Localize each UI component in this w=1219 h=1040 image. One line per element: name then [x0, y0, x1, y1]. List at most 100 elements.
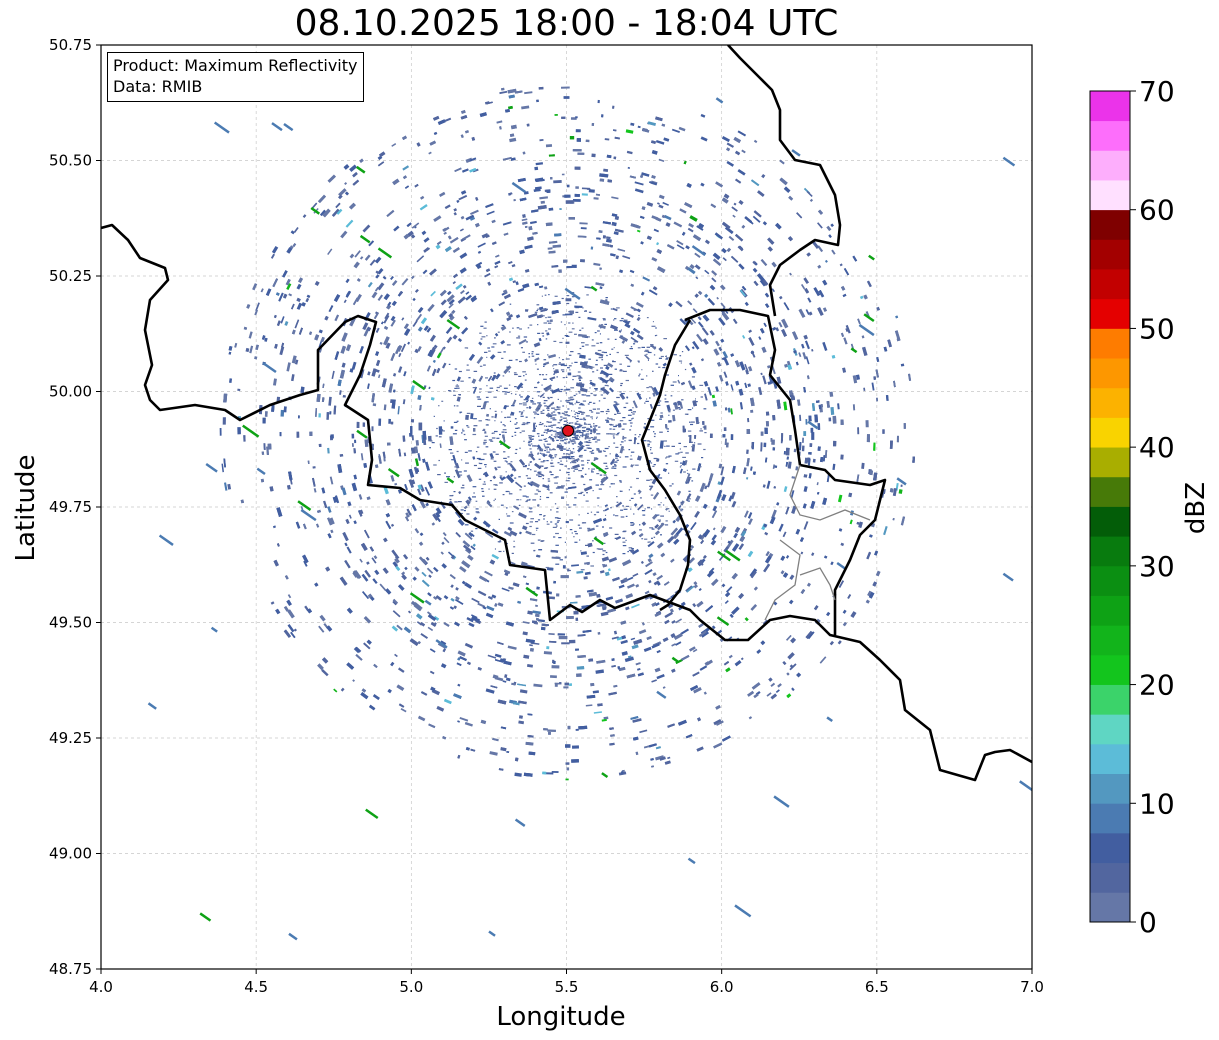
echo-pixel: [403, 452, 407, 457]
echo-pixel: [609, 727, 614, 730]
echo-pixel: [626, 150, 633, 155]
echo-pixel: [622, 541, 626, 543]
echo-pixel: [539, 393, 545, 398]
echo-pixel: [506, 474, 515, 484]
echo-pixel: [624, 437, 626, 439]
echo-pixel: [562, 427, 564, 429]
echo-pixel: [390, 523, 395, 527]
echo-pixel: [509, 331, 511, 333]
echo-pixel: [729, 613, 734, 618]
echo-pixel: [566, 419, 568, 421]
echo-pixel: [549, 640, 557, 643]
echo-pixel: [544, 286, 548, 290]
echo-pixel: [529, 647, 534, 652]
echo-pixel: [763, 442, 767, 448]
echo-pixel: [550, 549, 559, 553]
echo-pixel: [332, 496, 338, 503]
echo-pixel: [459, 656, 467, 661]
echo-pixel: [558, 269, 562, 273]
echo-pixel: [590, 246, 594, 250]
echo-pixel: [488, 439, 493, 441]
echo-pixel: [601, 351, 605, 353]
echo-pixel: [783, 302, 790, 311]
echo-pixel: [411, 504, 417, 512]
echo-pixel: [556, 444, 564, 450]
echo-pixel: [784, 363, 789, 368]
echo-pixel: [652, 392, 656, 397]
echo-pixel: [612, 428, 616, 430]
echo-pixel: [625, 606, 630, 611]
echo-pixel: [685, 473, 691, 483]
echo-pixel: [417, 326, 423, 332]
echo-pixel: [630, 497, 634, 499]
echo-pixel: [273, 378, 277, 386]
echo-pixel: [548, 453, 553, 459]
echo-pixel: [503, 550, 505, 552]
echo-pixel: [458, 394, 461, 396]
echo-pixel: [451, 459, 454, 461]
echo-pixel: [623, 370, 627, 372]
echo-pixel: [558, 413, 561, 415]
echo-pixel: [656, 249, 663, 255]
echo-pixel: [896, 338, 901, 342]
echo-pixel: [579, 259, 585, 263]
echo-pixel: [603, 392, 605, 394]
echo-pixel: [401, 571, 406, 576]
echo-pixel: [409, 638, 419, 646]
echo-pixel: [284, 321, 289, 326]
echo-pixel: [704, 269, 710, 275]
echo-pixel: [523, 375, 525, 377]
echo-pixel: [588, 591, 597, 597]
echo-pixel: [426, 327, 432, 333]
echo-pixel: [452, 433, 457, 435]
echo-pixel: [671, 620, 676, 624]
echo-pixel: [551, 402, 554, 405]
echo-pixel: [700, 562, 704, 566]
echo-pixel: [651, 478, 657, 485]
echo-pixel: [345, 219, 354, 228]
echo-pixel: [516, 337, 521, 339]
echo-pixel: [704, 432, 707, 434]
echo-pixel: [630, 637, 636, 641]
echo-pixel: [557, 633, 566, 636]
echo-pixel: [814, 414, 819, 423]
echo-pixel: [538, 316, 542, 318]
echo-pixel: [485, 446, 489, 448]
echo-pixel: [352, 179, 360, 186]
echo-pixel: [693, 581, 698, 586]
echo-pixel: [318, 339, 323, 348]
echo-pixel: [477, 667, 482, 671]
echo-pixel: [378, 454, 382, 463]
echo-pixel: [599, 173, 609, 178]
echo-pixel: [750, 570, 757, 579]
echo-pixel: [577, 655, 586, 658]
echo-pixel: [695, 401, 698, 403]
echo-pixel: [588, 189, 595, 193]
echo-pixel: [649, 397, 651, 399]
echo-pixel: [502, 680, 507, 683]
echo-pixel: [529, 644, 533, 647]
echo-pixel: [727, 540, 731, 544]
echo-pixel: [648, 386, 653, 388]
echo-pixel: [778, 322, 783, 328]
echo-pixel: [582, 400, 587, 402]
echo-pixel: [665, 358, 669, 360]
echo-pixel: [661, 523, 664, 525]
echo-pixel: [587, 542, 593, 548]
echo-pixel: [539, 496, 542, 498]
echo-pixel: [576, 412, 580, 415]
echo-pixel: [333, 405, 337, 415]
echo-pixel: [525, 423, 529, 425]
echo-pixel: [820, 456, 824, 463]
echo-pixel: [618, 330, 622, 333]
echo-pixel: [553, 580, 556, 584]
echo-pixel: [614, 464, 616, 466]
echo-pixel: [638, 629, 647, 635]
echo-pixel: [541, 423, 544, 425]
echo-pixel: [497, 641, 504, 645]
echo-pixel: [638, 394, 641, 396]
echo-pixel: [776, 399, 781, 409]
echo-pixel: [858, 521, 863, 528]
echo-pixel: [875, 570, 881, 577]
echo-pixel: [598, 230, 603, 234]
